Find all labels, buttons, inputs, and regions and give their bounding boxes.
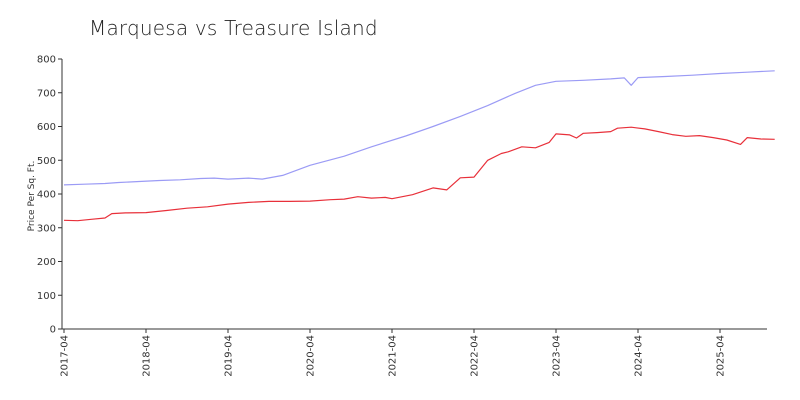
y-tick-label: 700 [37, 88, 56, 99]
x-tick-label: 2018-04 [142, 335, 153, 377]
y-tick-label: 800 [37, 55, 56, 66]
x-tick-label: 2024-04 [634, 335, 645, 377]
y-tick-label: 500 [37, 156, 56, 167]
chart-title: Marquesa vs Treasure Island [89, 16, 378, 40]
x-tick-label: 2021-04 [388, 335, 399, 377]
y-tick-label: 600 [37, 122, 56, 133]
series-line-red [63, 126, 775, 222]
y-tick-label: 200 [37, 257, 56, 268]
y-tick-label: 300 [37, 223, 56, 234]
x-tick-label: 2023-04 [552, 335, 563, 377]
y-tick-label: 400 [37, 190, 56, 201]
y-tick-label: 100 [37, 291, 56, 302]
x-tick-label: 2022-04 [470, 335, 481, 377]
axes: 0 100 200 300 400 500 600 700 800 2017-04 2018-04 2… [37, 55, 767, 377]
x-tick-label: 2020-04 [306, 335, 317, 377]
x-tick-label: 2025-04 [716, 335, 727, 377]
x-tick-label: 2019-04 [224, 335, 235, 377]
series-group [63, 70, 775, 222]
y-axis-label: Price Per Sq. Ft. [27, 161, 37, 232]
y-tick-label: 0 [50, 325, 56, 336]
series-line-blue [63, 70, 775, 186]
x-tick-label: 2017-04 [60, 335, 71, 377]
